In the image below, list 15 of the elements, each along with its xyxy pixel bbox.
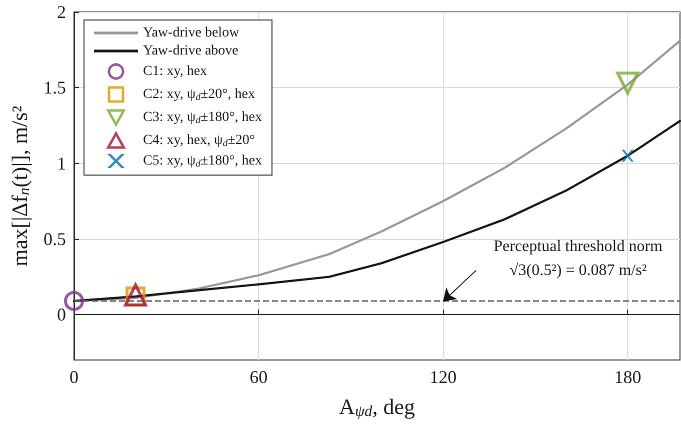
annotation: Perceptual threshold norm	[494, 238, 664, 255]
y-tick-label: 0.5	[44, 228, 66, 249]
y-tick-label: 0	[57, 304, 66, 325]
legend-label: Yaw-drive above	[143, 44, 238, 58]
legend-label: C1: xy, hex	[143, 64, 208, 79]
y-tick-label: 1	[57, 153, 66, 174]
x-tick-label: 120	[430, 367, 457, 387]
y-tick-label: 2	[57, 2, 66, 22]
y-axis-title: max[|Δfn(t)|], m/s²	[7, 105, 33, 266]
legend-label: Yaw-drive below	[143, 26, 240, 40]
x-tick-label: 0	[70, 367, 78, 387]
y-tick-label: 1.5	[44, 78, 66, 98]
x-tick-label: 60	[250, 367, 268, 387]
annotation: √3(0.5²) = 0.087 m/s²	[509, 262, 647, 279]
x-tick-label: 180	[614, 367, 642, 387]
